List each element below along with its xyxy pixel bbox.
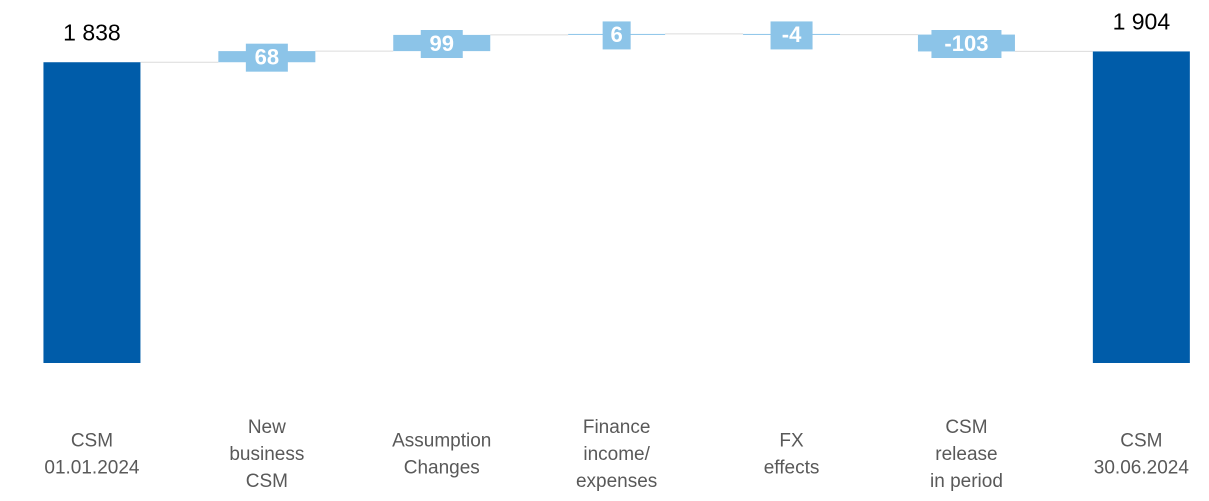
value-label-box	[602, 21, 631, 50]
x-tick-label: business	[229, 444, 304, 465]
value-label: -4	[782, 22, 802, 47]
x-tick-label: expenses	[576, 471, 657, 492]
x-tick-label: CSM	[945, 417, 987, 438]
value-label-box	[931, 30, 1002, 59]
x-tick-label: New	[248, 417, 286, 438]
x-tick-label: CSM	[1120, 431, 1162, 452]
value-label: 1 904	[1113, 9, 1171, 35]
x-tick-label: CSM	[71, 431, 113, 452]
bar	[43, 62, 141, 364]
x-tick-label: Changes	[404, 458, 480, 479]
x-tick-label: 30.06.2024	[1094, 458, 1190, 479]
value-label-box	[420, 30, 463, 59]
x-tick-label: income/	[583, 444, 650, 465]
x-tick-label: CSM	[246, 471, 288, 492]
value-label: 68	[255, 44, 279, 69]
x-tick-label: 01.01.2024	[44, 458, 140, 479]
value-label: 1 838	[63, 19, 121, 45]
value-label: -103	[944, 31, 988, 56]
x-tick-label: FX	[779, 431, 804, 452]
value-label: 99	[430, 31, 454, 56]
x-tick-label: in period	[930, 471, 1003, 492]
value-label-box	[245, 43, 288, 72]
x-tick-label: effects	[764, 458, 820, 479]
x-tick-label: release	[935, 444, 997, 465]
value-label-box	[770, 21, 813, 50]
value-label: 6	[611, 22, 623, 47]
bar	[1092, 51, 1190, 363]
x-tick-label: Assumption	[392, 431, 491, 452]
x-tick-label: Finance	[583, 417, 651, 438]
